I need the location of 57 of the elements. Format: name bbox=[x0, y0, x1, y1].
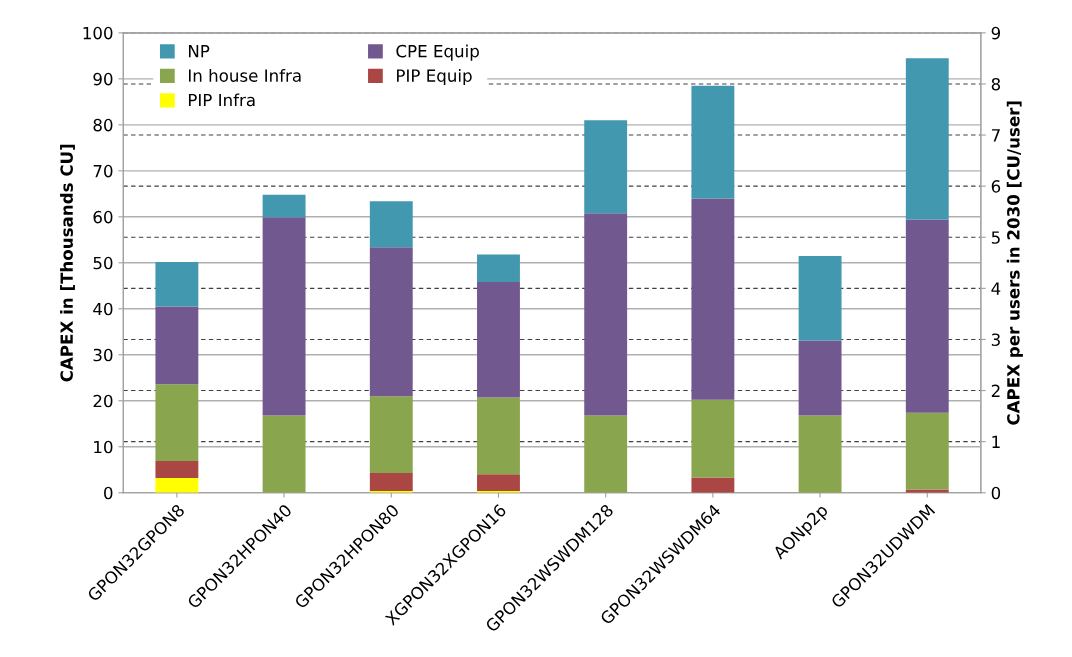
y-tick-label: 70 bbox=[93, 164, 113, 178]
bar bbox=[691, 399, 735, 478]
bar bbox=[584, 213, 628, 416]
bar bbox=[155, 478, 199, 493]
bar bbox=[584, 120, 628, 214]
bar bbox=[477, 282, 520, 398]
y-tick-label: 90 bbox=[93, 72, 113, 86]
legend-label: PIP Equip bbox=[397, 68, 472, 86]
y-tick-label: 100 bbox=[83, 26, 113, 40]
bar bbox=[369, 472, 413, 491]
bar bbox=[155, 384, 199, 462]
bar bbox=[798, 255, 842, 341]
bar bbox=[905, 412, 949, 490]
bar bbox=[369, 247, 413, 397]
bar bbox=[155, 306, 199, 385]
y-tick-label: 40 bbox=[93, 302, 113, 316]
y2-tick-label: 7 bbox=[991, 129, 1000, 142]
bar bbox=[262, 217, 306, 416]
y-tick-label: 20 bbox=[93, 394, 113, 408]
bar bbox=[691, 85, 735, 199]
legend-label: PIP Infra bbox=[188, 93, 255, 107]
y-tick-label: 80 bbox=[93, 118, 113, 132]
y2-tick-label: 5 bbox=[991, 231, 1000, 244]
bar bbox=[262, 415, 306, 493]
y2-tick-label: 9 bbox=[991, 26, 1001, 40]
bar bbox=[369, 396, 413, 473]
bar bbox=[584, 415, 628, 493]
bar bbox=[798, 340, 842, 416]
bar bbox=[369, 201, 413, 248]
bar bbox=[905, 219, 949, 413]
bar bbox=[155, 461, 199, 479]
bar bbox=[155, 261, 199, 307]
legend-label: In house Infra bbox=[188, 68, 301, 82]
y2-tick-label: 1 bbox=[992, 435, 1000, 448]
y-tick-label: 60 bbox=[93, 210, 113, 224]
y2-axis-title: CAPEX per users in 2030 [CU/user] bbox=[1006, 101, 1023, 425]
bar bbox=[691, 477, 735, 493]
y2-tick-label: 0 bbox=[991, 486, 1001, 500]
bar bbox=[691, 198, 735, 400]
bar bbox=[905, 58, 949, 220]
y-tick-label: 50 bbox=[93, 256, 113, 270]
y-tick-label: 30 bbox=[93, 348, 113, 362]
y-tick-label: 10 bbox=[94, 440, 113, 454]
bar bbox=[477, 474, 520, 491]
legend-label: NP bbox=[188, 45, 210, 58]
legend-label: CPE Equip bbox=[396, 44, 479, 61]
bar bbox=[798, 415, 842, 493]
y2-tick-label: 6 bbox=[991, 180, 1001, 193]
bar bbox=[477, 254, 520, 283]
y-axis-title: CAPEX in [Thousands CU] bbox=[60, 144, 75, 382]
bar bbox=[262, 194, 306, 218]
y2-tick-label: 8 bbox=[991, 77, 1001, 91]
y-tick-label: 0 bbox=[104, 486, 113, 500]
y2-tick-label: 3 bbox=[991, 333, 1000, 347]
bar bbox=[477, 397, 520, 475]
y2-tick-label: 2 bbox=[991, 384, 1000, 397]
y2-tick-label: 4 bbox=[991, 282, 1001, 295]
